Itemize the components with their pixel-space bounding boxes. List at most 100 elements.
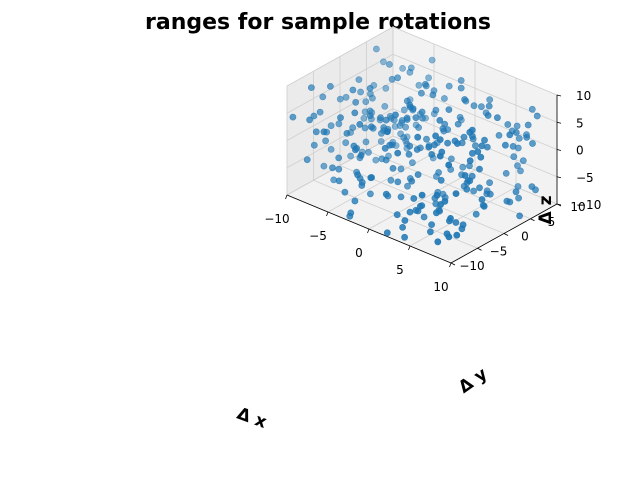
x-tick-mark xyxy=(449,262,452,268)
x-tick-label: 5 xyxy=(396,263,404,277)
data-point xyxy=(463,185,471,193)
data-point xyxy=(514,162,521,170)
data-point xyxy=(512,188,520,196)
z-axis-label: Δ z xyxy=(536,195,556,224)
data-point xyxy=(329,164,336,172)
x-tick-mark xyxy=(326,211,329,217)
grid-line xyxy=(286,53,394,114)
data-point xyxy=(382,190,390,198)
data-point xyxy=(307,84,315,91)
data-point xyxy=(326,83,334,90)
data-point xyxy=(408,159,416,167)
z-tick-mark xyxy=(556,203,562,206)
x-tick-mark xyxy=(285,194,288,200)
z-tick-label: 5 xyxy=(576,116,584,130)
data-point xyxy=(407,64,415,72)
data-point xyxy=(447,214,454,222)
data-point xyxy=(484,112,492,119)
data-point xyxy=(515,134,523,142)
data-point xyxy=(322,137,329,145)
z-tick-mark xyxy=(556,121,562,124)
data-point xyxy=(410,195,418,202)
data-point xyxy=(408,177,416,185)
data-point xyxy=(425,143,433,151)
grid-line xyxy=(392,26,558,96)
z-tick-mark xyxy=(556,94,562,97)
data-point xyxy=(358,178,366,186)
data-point xyxy=(524,121,532,129)
data-point xyxy=(437,176,445,184)
data-point xyxy=(382,156,390,164)
data-point xyxy=(434,238,442,246)
data-point xyxy=(367,123,375,131)
data-point xyxy=(397,165,405,173)
data-point xyxy=(362,138,370,146)
data-point xyxy=(486,96,494,104)
data-point xyxy=(356,121,364,128)
x-tick-mark xyxy=(408,245,411,251)
data-point xyxy=(435,169,442,176)
data-point xyxy=(444,139,451,147)
data-point xyxy=(495,131,503,139)
data-point xyxy=(421,80,429,88)
data-point xyxy=(379,58,387,66)
data-point xyxy=(476,184,483,192)
data-point xyxy=(440,95,448,102)
data-point xyxy=(436,117,444,124)
data-point xyxy=(412,114,420,122)
data-point xyxy=(440,127,448,135)
data-point xyxy=(403,114,411,122)
data-point xyxy=(401,217,409,224)
data-point xyxy=(428,221,435,228)
data-point xyxy=(357,88,364,96)
data-point xyxy=(504,121,512,128)
data-point xyxy=(533,112,541,120)
data-point xyxy=(457,84,465,92)
data-point xyxy=(417,89,425,97)
data-point xyxy=(513,122,521,130)
data-point xyxy=(415,81,423,89)
grid-line xyxy=(339,165,505,234)
data-point xyxy=(423,135,430,143)
data-point xyxy=(472,210,480,218)
data-point xyxy=(406,142,414,150)
grid-line xyxy=(286,135,394,196)
data-point xyxy=(454,120,462,128)
data-point xyxy=(354,171,361,179)
data-point xyxy=(337,114,344,122)
data-point xyxy=(335,177,343,185)
data-point xyxy=(320,162,328,170)
data-point xyxy=(432,209,440,217)
data-point xyxy=(360,115,368,122)
data-point xyxy=(461,96,468,103)
data-point xyxy=(310,112,318,120)
data-point xyxy=(453,140,461,147)
data-point xyxy=(466,128,474,136)
data-point xyxy=(486,190,494,198)
data-point xyxy=(389,164,397,172)
data-point xyxy=(349,124,357,131)
data-point xyxy=(502,169,510,177)
data-point xyxy=(335,165,343,173)
z-tick-mark xyxy=(556,176,562,179)
data-point xyxy=(306,116,313,124)
data-point xyxy=(466,157,474,165)
data-point xyxy=(414,133,422,141)
data-point xyxy=(335,120,343,128)
data-point xyxy=(377,129,385,137)
data-point xyxy=(445,161,453,169)
data-point xyxy=(480,202,488,210)
data-point xyxy=(447,155,455,163)
data-point xyxy=(352,98,360,106)
data-point xyxy=(528,105,536,113)
chart-title: ranges for sample rotations xyxy=(145,10,491,35)
data-point xyxy=(399,223,406,231)
x-axis-label: Δ x xyxy=(234,404,269,433)
data-point xyxy=(382,84,390,92)
data-point xyxy=(357,151,365,159)
y-tick-mark xyxy=(530,218,535,222)
data-point xyxy=(366,112,374,120)
z-tick-label: 0 xyxy=(576,144,584,158)
